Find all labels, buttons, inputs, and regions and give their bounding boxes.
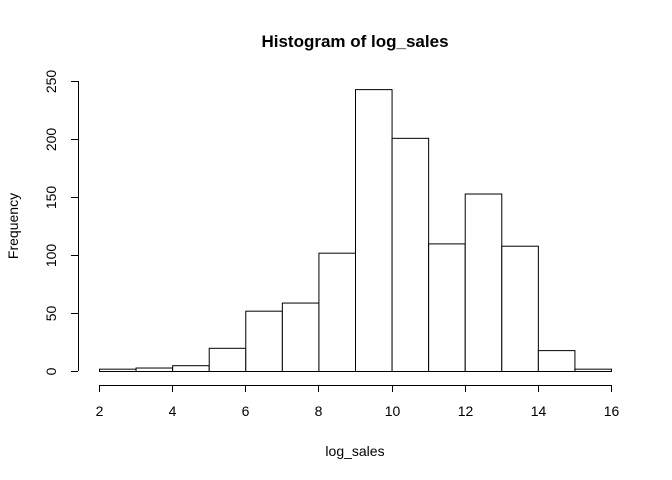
x-tick-label: 12: [458, 403, 474, 419]
histogram-bar: [464, 193, 503, 372]
y-axis-label: Frequency: [5, 193, 21, 259]
y-tick-label: 100: [43, 244, 59, 268]
histogram-bar: [135, 367, 174, 372]
histogram-bar: [99, 368, 137, 372]
x-tick-label: 6: [242, 403, 250, 419]
chart-title: Histogram of log_sales: [261, 32, 448, 51]
x-tick-label: 4: [169, 403, 177, 419]
y-tick-label: 0: [43, 367, 59, 375]
histogram-bar: [501, 245, 539, 372]
x-axis: 2 4 6 8 10 12 14 16: [96, 385, 620, 419]
x-tick-label: 16: [604, 403, 620, 419]
histogram-bar: [172, 365, 210, 373]
x-axis-label: log_sales: [325, 443, 384, 459]
histogram-bar: [318, 252, 356, 372]
histogram-bar: [391, 137, 430, 372]
y-tick-label: 200: [43, 128, 59, 152]
x-tick-label: 10: [385, 403, 401, 419]
histogram-bar: [574, 368, 613, 372]
y-tick-label: 250: [43, 70, 59, 94]
histogram-bar: [281, 302, 320, 372]
histogram-bar: [537, 350, 576, 372]
histogram-bar: [245, 310, 283, 372]
y-tick-label: 50: [43, 306, 59, 322]
x-tick-label: 2: [96, 403, 104, 419]
histogram-bar: [428, 243, 466, 372]
histogram-bar: [208, 347, 247, 372]
y-tick-label: 150: [43, 186, 59, 210]
x-tick-label: 8: [315, 403, 323, 419]
histogram-bar: [355, 89, 393, 373]
y-axis: 0 50 100 150 200 250: [43, 70, 79, 375]
x-tick-label: 14: [531, 403, 547, 419]
bars-group: [99, 89, 613, 373]
